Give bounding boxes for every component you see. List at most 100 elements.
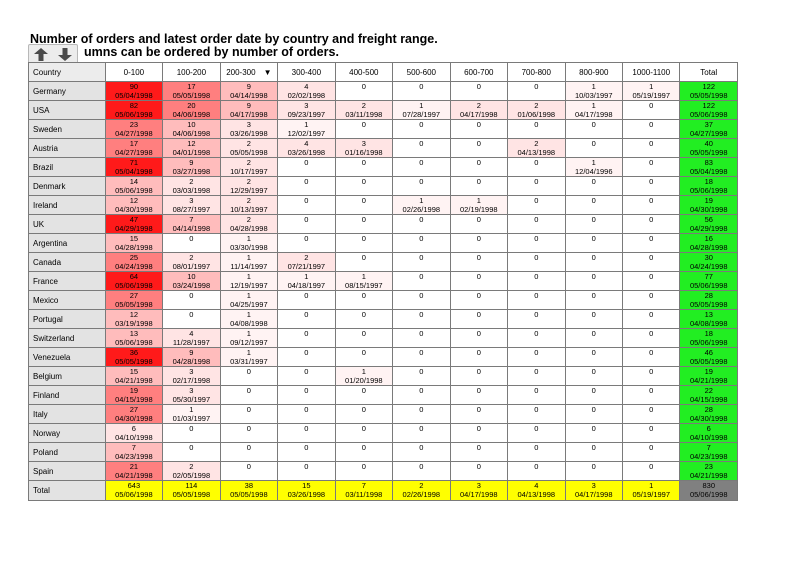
- latest-order-date: 03/27/1998: [172, 167, 211, 176]
- column-header-country[interactable]: Country: [28, 62, 106, 82]
- order-count: 0: [189, 310, 194, 319]
- order-count: 2: [534, 139, 539, 148]
- order-count: 0: [476, 348, 481, 357]
- latest-order-date: 04/15/1998: [115, 395, 153, 404]
- arrow-up-icon: [34, 48, 48, 61]
- order-count: 0: [649, 291, 654, 300]
- order-count: 17: [129, 139, 139, 148]
- latest-order-date: 04/14/1998: [230, 91, 268, 100]
- row-total-cell: 28 04/30/1998: [679, 404, 738, 424]
- value-cell: 2 04/28/1998: [219, 214, 279, 234]
- latest-order-date: 01/20/1998: [345, 376, 383, 385]
- value-cell: 0: [621, 423, 681, 443]
- row-total-cell: 19 04/30/1998: [679, 195, 738, 215]
- order-count: 2: [246, 177, 251, 186]
- latest-order-date: 10/17/1997: [230, 167, 268, 176]
- column-header-label: 200-300: [226, 67, 256, 77]
- column-header-label: 500-600: [406, 67, 436, 77]
- value-cell: 0: [277, 214, 336, 234]
- latest-order-date: [451, 129, 507, 138]
- order-count: 0: [591, 253, 596, 262]
- column-header-700-800[interactable]: 700-800: [507, 62, 566, 82]
- value-cell: 2 05/05/1998: [219, 138, 279, 158]
- table-row: Poland 7 04/23/1998 0 0 0 0 0 0 0 0 0 7 04/23/1998: [28, 442, 738, 462]
- latest-order-date: [336, 243, 392, 252]
- column-header-100-200[interactable]: 100-200: [162, 62, 221, 82]
- order-count: 15: [302, 481, 311, 490]
- order-count: 2: [534, 101, 539, 110]
- latest-order-date: 04/13/1998: [517, 148, 556, 157]
- latest-order-date: [336, 186, 392, 195]
- latest-order-date: [278, 167, 334, 176]
- sort-descending-button[interactable]: [53, 45, 77, 64]
- order-count: 0: [591, 291, 596, 300]
- latest-order-date: 05/05/1998: [689, 357, 728, 366]
- value-cell: 0: [277, 385, 336, 405]
- latest-order-date: [623, 281, 679, 290]
- column-header-label: 100-200: [176, 67, 207, 77]
- column-header-label: 400-500: [349, 67, 379, 77]
- column-header-800-900[interactable]: 800-900: [564, 62, 624, 82]
- latest-order-date: 05/06/1998: [115, 110, 153, 119]
- latest-order-date: [451, 281, 507, 290]
- latest-order-date: [566, 319, 622, 328]
- column-total-cell: 4 04/13/1998: [507, 480, 566, 501]
- latest-order-date: [508, 471, 564, 480]
- order-count: 0: [419, 329, 424, 338]
- column-header-total[interactable]: Total: [679, 62, 738, 82]
- order-count: 0: [361, 405, 366, 414]
- order-count: 7: [706, 443, 711, 452]
- row-total-cell: 6 04/10/1998: [679, 423, 738, 443]
- order-count: 0: [419, 348, 424, 357]
- value-cell: 0: [507, 328, 566, 348]
- latest-order-date: [393, 300, 449, 309]
- latest-order-date: [566, 281, 622, 290]
- latest-order-date: [623, 129, 679, 138]
- order-count: 0: [534, 329, 539, 338]
- country-cell: Portugal: [28, 309, 106, 329]
- order-count: 0: [189, 443, 194, 452]
- latest-order-date: 04/28/1998: [689, 243, 728, 252]
- value-cell: 0: [219, 404, 279, 424]
- latest-order-date: 04/21/1998: [115, 471, 153, 480]
- column-header-label: 300-400: [291, 67, 322, 77]
- value-cell: 1 08/15/1997: [334, 271, 394, 291]
- latest-order-date: [566, 205, 622, 214]
- order-count: 0: [649, 234, 654, 243]
- order-count: 0: [649, 386, 654, 395]
- value-cell: 0: [449, 138, 509, 158]
- order-count: 3: [476, 481, 481, 490]
- column-header-300-400[interactable]: 300-400: [277, 62, 336, 82]
- order-count: 0: [649, 101, 654, 110]
- order-count: 0: [591, 177, 596, 186]
- value-cell: 0: [219, 461, 279, 481]
- value-cell: 0: [392, 252, 451, 272]
- value-cell: 2 07/21/1997: [277, 252, 336, 272]
- column-header-600-700[interactable]: 600-700: [449, 62, 509, 82]
- latest-order-date: [623, 433, 679, 442]
- sort-ascending-button[interactable]: [29, 45, 53, 64]
- column-header-1000-1100[interactable]: 1000-1100: [621, 62, 681, 82]
- column-header-500-600[interactable]: 500-600: [392, 62, 451, 82]
- country-cell: USA: [28, 100, 106, 120]
- latest-order-date: 04/10/1998: [689, 433, 728, 442]
- latest-order-date: 05/06/1998: [689, 186, 728, 195]
- value-cell: 2 10/17/1997: [219, 157, 279, 177]
- value-cell: 25 04/24/1998: [104, 252, 164, 272]
- column-header-400-500[interactable]: 400-500: [334, 62, 394, 82]
- value-cell: 0: [392, 328, 451, 348]
- value-cell: 47 04/29/1998: [104, 214, 164, 234]
- column-header-label: 1000-1100: [632, 67, 671, 77]
- value-cell: 1 11/14/1997: [219, 252, 279, 272]
- table-row: Venezuela 36 05/05/1998 9 04/28/1998 1 03/31/1…: [28, 347, 738, 367]
- order-count: 0: [361, 215, 366, 224]
- latest-order-date: 03/03/1998: [172, 186, 211, 195]
- order-count: 0: [534, 443, 539, 452]
- order-count: 122: [702, 82, 715, 91]
- latest-order-date: 03/26/1998: [287, 490, 326, 499]
- column-header-0-100[interactable]: 0-100: [104, 62, 164, 82]
- column-header-200-300[interactable]: 200-300 ▼: [219, 62, 279, 82]
- order-count: 0: [419, 405, 424, 414]
- order-count: 0: [591, 462, 596, 471]
- latest-order-date: [623, 338, 679, 347]
